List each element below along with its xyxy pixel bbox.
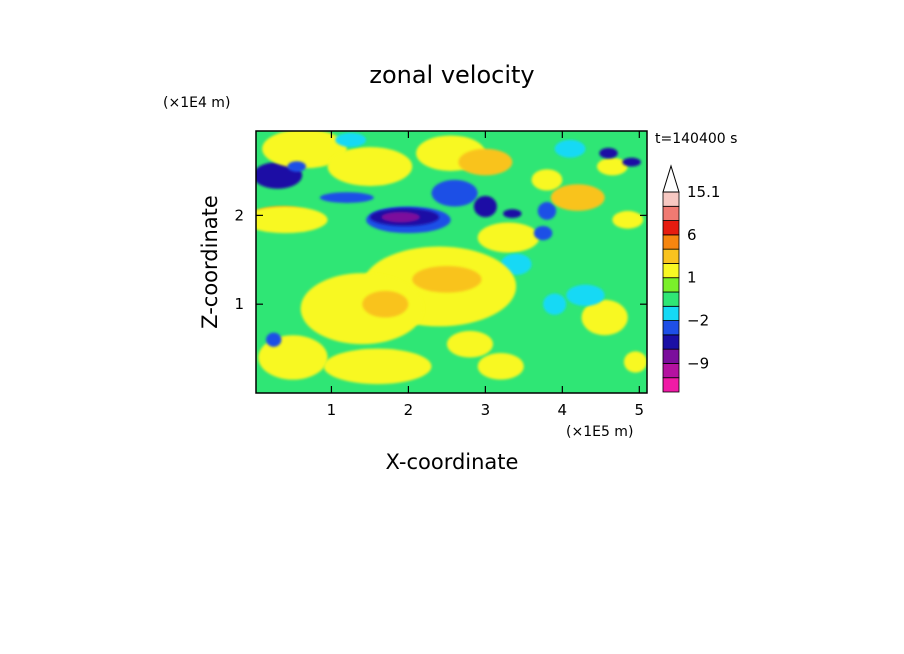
contour-region-11 <box>381 211 420 223</box>
contour-region-38 <box>566 284 605 306</box>
contour-region-37 <box>581 299 628 336</box>
contour-region-41 <box>446 330 494 358</box>
colorbar: 15.1 6 1 −2 −9 <box>662 164 720 393</box>
y-axis: 12 <box>234 206 647 313</box>
colorbar-band <box>662 234 680 250</box>
colorbar-band <box>662 291 680 307</box>
colorbar-label: 6 <box>687 226 697 244</box>
contour-region-7 <box>319 192 374 203</box>
contour-region-32 <box>362 290 409 318</box>
colorbar-band <box>662 263 680 279</box>
contour-region-34 <box>266 332 282 347</box>
contour-region-8 <box>335 132 367 147</box>
y-tick-label: 1 <box>234 295 244 313</box>
contour-region-23 <box>596 157 628 176</box>
plot-frame <box>255 130 648 394</box>
contour-region-30 <box>412 265 482 293</box>
contour-region-12 <box>431 179 478 207</box>
contour-fields <box>256 131 647 385</box>
time-label: t=140400 s <box>655 131 737 147</box>
colorbar-label: 1 <box>687 269 697 287</box>
colorbar-band <box>662 277 680 293</box>
contour-region-22 <box>550 184 605 211</box>
contour-region-31 <box>300 273 424 345</box>
y-axis-unit: (×1E4 m) <box>163 95 230 111</box>
x-tick-label: 1 <box>327 401 337 419</box>
x-axis-unit: (×1E5 m) <box>566 424 633 440</box>
contour-region-19 <box>537 202 557 220</box>
contour-region-35 <box>323 348 432 385</box>
contour-region-16 <box>458 148 513 176</box>
colorbar-band <box>662 320 680 336</box>
contour-region-24 <box>599 147 618 159</box>
y-axis-label: Z-coordinate <box>198 195 222 329</box>
contour-region-21 <box>531 169 563 191</box>
contour-region-36 <box>477 353 524 380</box>
colorbar-label: −2 <box>687 312 709 330</box>
contour-region-2 <box>262 131 347 169</box>
contour-region-27 <box>554 139 586 158</box>
colorbar-label: 15.1 <box>687 183 720 201</box>
contour-region-6 <box>327 146 413 187</box>
colorbar-extend-max <box>662 164 680 193</box>
colorbar-band <box>662 205 680 221</box>
contour-region-13 <box>473 195 497 218</box>
colorbar-band <box>662 220 680 236</box>
contour-region-4 <box>287 161 307 172</box>
plot-area <box>255 130 648 394</box>
contour-region-3 <box>256 206 328 234</box>
contour-region-26 <box>612 210 644 229</box>
y-tick-label: 2 <box>234 206 244 224</box>
x-axis: 1 2 3 4 5 <box>327 131 644 419</box>
contour-region-25 <box>622 157 641 167</box>
colorbar-label: −9 <box>687 354 709 372</box>
x-tick-label: 4 <box>558 401 568 419</box>
contour-region-14 <box>503 209 522 219</box>
contour-region-40 <box>623 351 647 373</box>
colorbar-band <box>662 305 680 321</box>
contour-region-18 <box>477 222 540 253</box>
x-tick-label: 3 <box>481 401 491 419</box>
colorbar-band <box>662 377 680 393</box>
x-tick-label: 2 <box>404 401 414 419</box>
x-axis-label: X-coordinate <box>386 450 519 474</box>
colorbar-band <box>662 334 680 350</box>
colorbar-band <box>662 191 680 207</box>
x-tick-label: 5 <box>635 401 645 419</box>
colorbar-band <box>662 348 680 364</box>
contour-region-20 <box>533 226 553 241</box>
chart-title: zonal velocity <box>369 61 534 89</box>
contour-region-39 <box>543 293 567 315</box>
colorbar-band <box>662 363 680 379</box>
colorbar-band <box>662 248 680 264</box>
